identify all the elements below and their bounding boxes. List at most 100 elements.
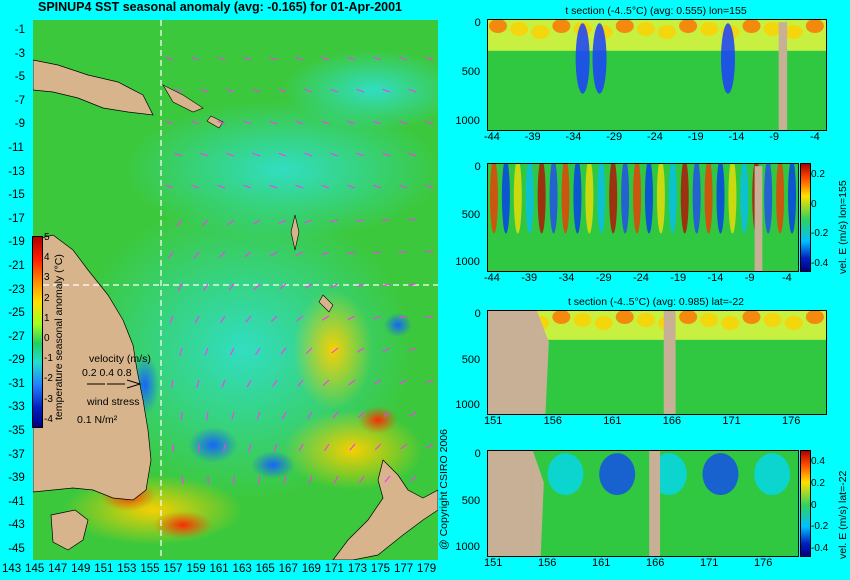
warm-feature (658, 25, 676, 39)
wind-vector (269, 251, 278, 257)
wind-vector (176, 219, 183, 227)
map-y-tick-label: -15 (8, 189, 25, 202)
wind-vector (252, 219, 261, 225)
wind-vector (408, 347, 417, 352)
wind-vector (174, 88, 183, 93)
velocity-colorbar-label: vel. E (m/s) lon=155 (837, 180, 849, 274)
wind-vector (283, 475, 287, 484)
wind-vector (321, 315, 330, 321)
wind-vector (245, 315, 252, 323)
wind-vector (217, 120, 226, 125)
wind-vector (356, 219, 365, 222)
map-y-tick-label: -21 (8, 259, 25, 272)
section-x-tick-label: -9 (769, 131, 780, 143)
wind-vector (399, 315, 408, 319)
map-x-tick-label: 169 (301, 563, 321, 575)
section-y-tick-label: 0 (474, 161, 481, 173)
wind-vector (296, 315, 304, 322)
section-x-tick-label: -19 (687, 131, 704, 143)
section-y-tick-label: 0 (474, 17, 481, 29)
map-colorbar-tick: 3 (44, 272, 50, 284)
wind-vector (206, 411, 209, 420)
wind-vector (246, 379, 252, 388)
section-x-tick-label: 176 (782, 415, 801, 427)
wind-vector (321, 120, 330, 125)
wind-vector (373, 56, 382, 61)
anomaly-warm-patch (293, 290, 373, 410)
section-x-tick-label: 176 (754, 557, 773, 569)
velocity-feature (549, 164, 558, 234)
velocity-colorbar-label: vel. E (m/s) lat=-22 (837, 470, 849, 559)
wind-vector (382, 347, 391, 353)
anomaly-cold-patch (188, 427, 238, 463)
wind-vector (330, 283, 339, 289)
wind-vector (324, 443, 330, 451)
wind-vector (359, 475, 365, 483)
island (290, 214, 300, 251)
map-x-tick-label: 143 (2, 563, 22, 575)
map-y-tick-label: -39 (8, 472, 25, 485)
wind-vector (304, 283, 313, 289)
velocity-feature (680, 164, 689, 234)
wind-vector (424, 250, 434, 253)
wind-vector (399, 379, 408, 385)
wind-vector (304, 219, 313, 224)
section-x-tick-label: -14 (728, 131, 745, 143)
map-y-tick-label: -35 (8, 425, 25, 438)
map-x-tick-label: 171 (324, 563, 344, 575)
wind-vector (269, 56, 278, 61)
wind-vector (399, 56, 408, 61)
section-x-tick-label: -4 (782, 272, 792, 284)
wind-vector (191, 120, 200, 125)
velocity-feature (561, 164, 570, 234)
wind-vector (165, 184, 174, 189)
wind-vector (304, 152, 313, 157)
warm-feature (552, 20, 571, 33)
wind-vector (347, 184, 356, 189)
section-land-mask (663, 311, 676, 414)
wind-stress-vectors (165, 56, 434, 485)
section-x-tick-label: -29 (595, 272, 612, 284)
wind-vector (200, 88, 209, 93)
section-plot (487, 163, 799, 272)
velocity-feature (597, 164, 606, 234)
map-y-tick-label: -17 (8, 212, 25, 225)
warm-feature (805, 20, 824, 33)
velocity-colorbar-tick: -0.2 (811, 228, 829, 240)
map-colorbar-tick: 2 (44, 292, 50, 304)
section-plot (487, 450, 799, 557)
velocity-colorbar-tick: 0 (811, 499, 817, 511)
wind-vector (425, 120, 434, 125)
wind-vector (347, 56, 356, 61)
velocity-feature (716, 164, 725, 234)
section-plot (487, 19, 827, 131)
wind-vector (408, 283, 417, 286)
velocity-feature (489, 164, 498, 234)
map-x-tick-label: 145 (25, 563, 45, 575)
wind-vector (243, 120, 252, 125)
wind-vector (400, 443, 408, 450)
wind-vector (330, 152, 339, 157)
velocity-colorbar (800, 450, 811, 557)
wind-vector (201, 219, 209, 226)
section-x-tick-label: -19 (670, 272, 687, 284)
wind-vector (179, 347, 183, 356)
map-x-tick-label: 165 (255, 563, 275, 575)
section-x-tick-label: 171 (722, 415, 741, 427)
velocity-colorbar-tick: 0.2 (811, 169, 825, 180)
wind-vector (425, 443, 434, 449)
map-y-tick-label: -5 (14, 71, 26, 84)
map-colorbar-tick: -2 (44, 373, 53, 385)
wind-vector (232, 475, 235, 485)
wind-vector (191, 184, 200, 189)
wind-vector (399, 120, 408, 125)
section-x-tick-label: 156 (538, 557, 557, 569)
warm-feature (700, 22, 719, 36)
map-y-tick-label: -43 (8, 519, 25, 532)
wind-vector (333, 475, 339, 484)
wind-vector (295, 184, 304, 189)
wind-vector (408, 411, 417, 417)
velocity-feature (501, 164, 510, 234)
section-y-tick-label: 500 (461, 353, 481, 366)
warm-feature (784, 25, 803, 39)
